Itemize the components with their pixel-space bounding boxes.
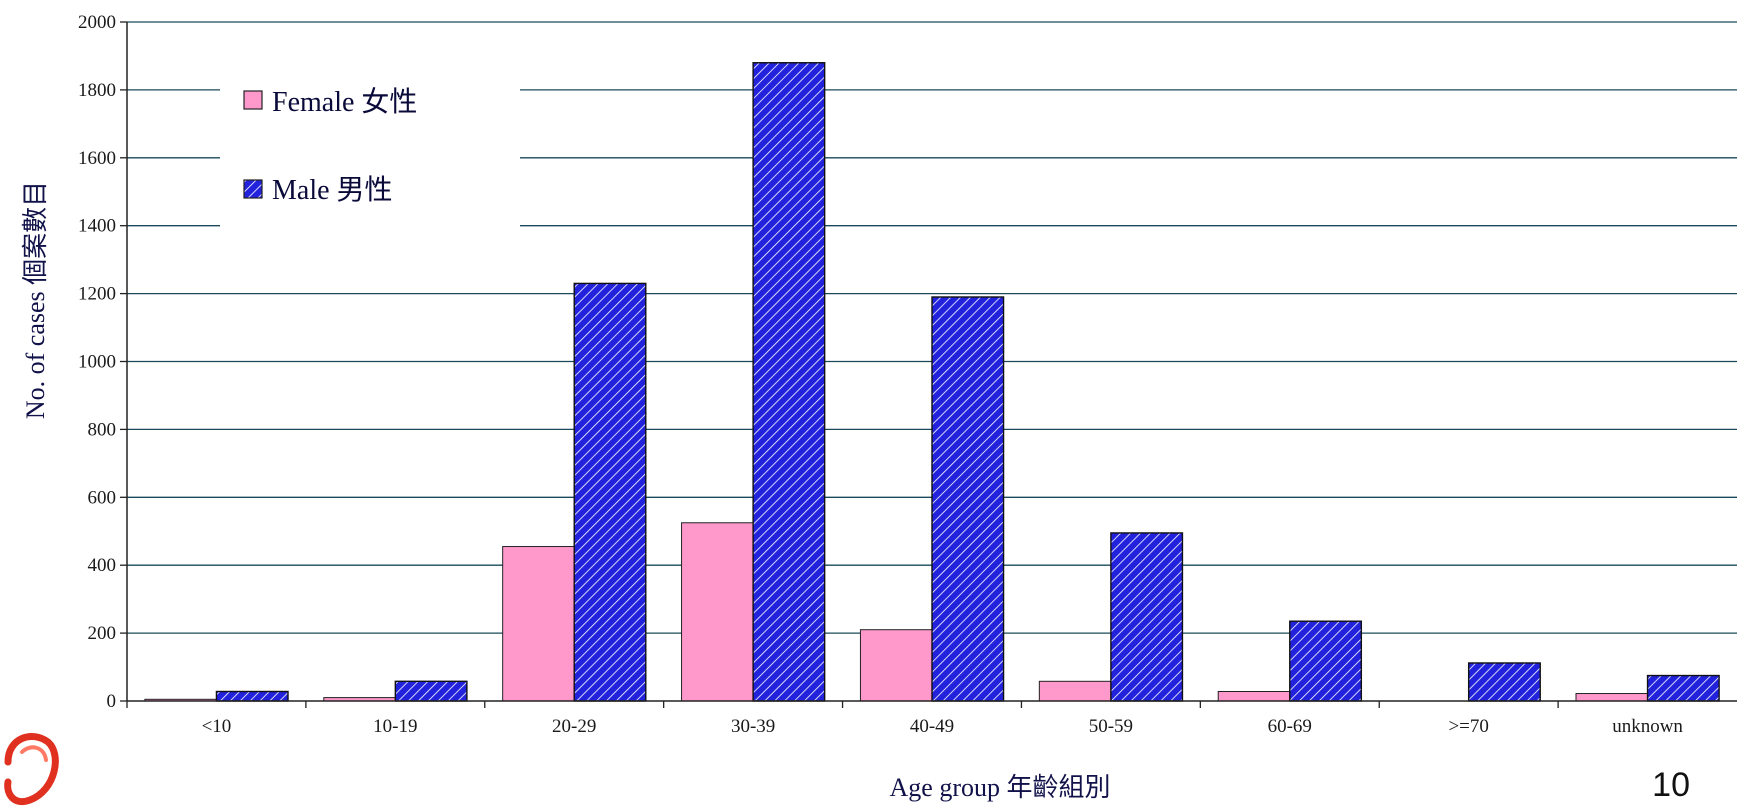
y-tick-label: 1400 xyxy=(78,216,116,237)
bar-male-unknown xyxy=(1646,674,1720,702)
x-axis-title: Age group 年齡組別 xyxy=(890,773,1111,802)
x-axis-ticks: <10 10-19 20-29 30-39 40-49 50-59 60-69 >=70 unk… xyxy=(126,701,1683,737)
bar-female-30-39 xyxy=(681,522,754,702)
legend: Female 女性 Male 男性 xyxy=(220,75,520,230)
x-tick-label: 10-19 xyxy=(373,716,417,737)
bar-male->=70 xyxy=(1467,662,1541,702)
x-tick-label: 20-29 xyxy=(552,716,596,737)
y-tick-label: 1600 xyxy=(78,148,116,169)
bar-male-10-19 xyxy=(394,680,468,702)
bar-female-40-49 xyxy=(859,629,933,702)
bar-male-<10 xyxy=(215,690,289,702)
y-tick-label: 0 xyxy=(107,691,117,712)
y-tick-label: 1000 xyxy=(78,352,116,373)
y-tick-label: 2000 xyxy=(78,12,116,33)
bar-male-30-39 xyxy=(752,62,826,702)
y-tick-label: 200 xyxy=(88,623,117,644)
y-axis-title: No. of cases 個案數目 xyxy=(21,181,50,419)
bar-male-20-29 xyxy=(573,282,647,702)
bar-male-60-69 xyxy=(1289,620,1363,702)
bar-male-50-59 xyxy=(1110,532,1184,702)
bar-male-40-49 xyxy=(931,296,1005,702)
x-tick-label: <10 xyxy=(202,716,232,737)
bar-female-unknown xyxy=(1575,693,1649,702)
y-tick-label: 400 xyxy=(88,555,117,576)
x-tick-label: unknown xyxy=(1612,716,1683,737)
organization-logo-icon xyxy=(4,733,59,805)
y-tick-label: 600 xyxy=(88,487,117,508)
legend-swatch-male xyxy=(243,179,263,199)
bar-female-20-29 xyxy=(502,546,575,702)
x-tick-label: 40-49 xyxy=(910,716,954,737)
y-tick-label: 1800 xyxy=(78,80,116,101)
x-tick-label: 50-59 xyxy=(1089,716,1133,737)
x-tick-label: 30-39 xyxy=(731,716,775,737)
y-axis-ticks: 0 200 400 600 800 1000 1200 1400 1600 1800 2000 xyxy=(78,12,127,712)
y-tick-label: 1200 xyxy=(78,284,116,305)
x-tick-label: 60-69 xyxy=(1268,716,1312,737)
legend-swatch-female xyxy=(243,90,263,110)
bars xyxy=(144,62,1720,702)
y-tick-label: 800 xyxy=(88,419,117,440)
legend-label-male: Male 男性 xyxy=(272,174,393,206)
bar-female-50-59 xyxy=(1038,680,1112,702)
legend-label-female: Female 女性 xyxy=(272,86,417,118)
bar-female-60-69 xyxy=(1217,690,1291,702)
x-tick-label: >=70 xyxy=(1448,716,1488,737)
page-number: 10 xyxy=(1652,766,1690,804)
